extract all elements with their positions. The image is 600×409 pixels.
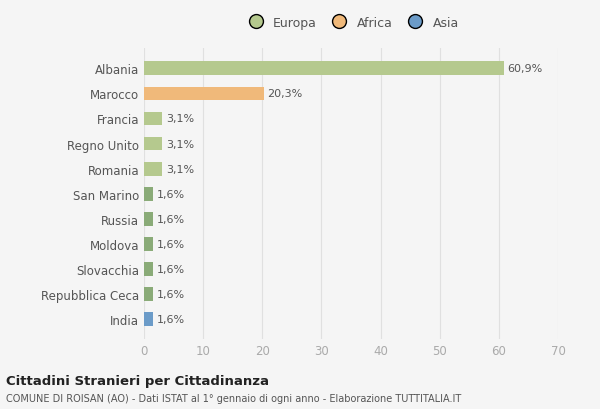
Text: 20,3%: 20,3% [268,89,303,99]
Bar [144,263,154,276]
Text: 3,1%: 3,1% [166,164,194,174]
Bar [144,312,154,326]
Bar [144,187,154,201]
Text: 1,6%: 1,6% [157,315,185,324]
Text: Cittadini Stranieri per Cittadinanza: Cittadini Stranieri per Cittadinanza [6,374,269,387]
Bar [144,137,163,151]
Text: 1,6%: 1,6% [157,189,185,199]
Text: 60,9%: 60,9% [508,64,543,74]
Bar [144,238,154,251]
Legend: Europa, Africa, Asia: Europa, Africa, Asia [238,12,464,35]
Text: COMUNE DI ROISAN (AO) - Dati ISTAT al 1° gennaio di ogni anno - Elaborazione TUT: COMUNE DI ROISAN (AO) - Dati ISTAT al 1°… [6,393,461,403]
Bar [144,87,264,101]
Text: 1,6%: 1,6% [157,239,185,249]
Bar [144,162,163,176]
Text: 1,6%: 1,6% [157,264,185,274]
Text: 1,6%: 1,6% [157,290,185,299]
Text: 3,1%: 3,1% [166,139,194,149]
Bar [144,212,154,226]
Bar [144,288,154,301]
Bar [144,62,504,76]
Text: 1,6%: 1,6% [157,214,185,224]
Text: 3,1%: 3,1% [166,114,194,124]
Bar [144,112,163,126]
